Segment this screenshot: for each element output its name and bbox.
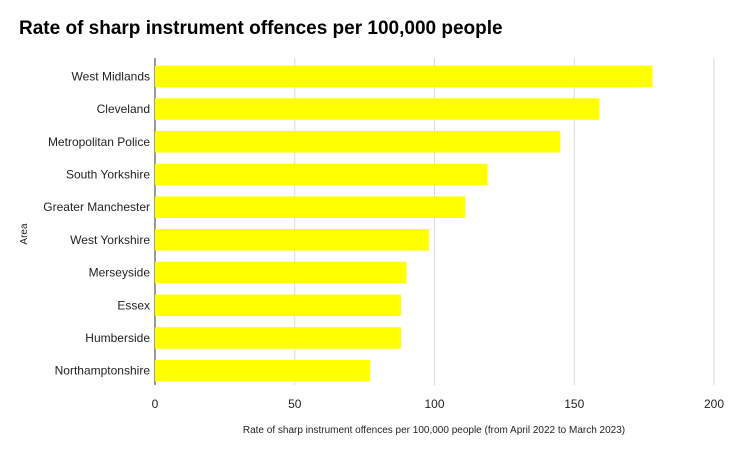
x-tick-label: 50 (288, 397, 302, 411)
category-label: Northamptonshire (55, 364, 151, 378)
bar (155, 98, 600, 120)
bar (155, 163, 488, 186)
category-labels: West Midlands Cleveland Metropolitan Polic… (43, 69, 150, 377)
category-label: Cleveland (97, 102, 150, 116)
x-tick-label: 0 (152, 397, 159, 411)
bar (155, 359, 371, 382)
bar (155, 196, 466, 218)
chart-title: Rate of sharp instrument offences per 10… (19, 18, 503, 39)
bar (155, 294, 401, 316)
category-label: Metropolitan Police (48, 135, 150, 149)
category-label: Essex (117, 298, 150, 312)
bar (155, 131, 561, 153)
category-label: West Midlands (72, 69, 150, 83)
x-tick-label: 150 (564, 397, 584, 411)
bar (155, 327, 401, 349)
category-label: South Yorkshire (66, 167, 150, 181)
x-tick-labels: 0 50 100 150 200 (152, 397, 725, 411)
y-axis-title: Area (19, 223, 30, 245)
bars (155, 65, 653, 382)
category-label: Merseyside (89, 266, 151, 280)
category-label: Humberside (85, 331, 150, 345)
bar (155, 261, 407, 284)
bar (155, 229, 429, 251)
x-tick-label: 100 (424, 397, 444, 411)
bar (155, 65, 653, 88)
category-label: West Yorkshire (70, 233, 150, 247)
x-axis-title: Rate of sharp instrument offences per 10… (243, 425, 625, 436)
category-label: Greater Manchester (43, 200, 150, 214)
x-tick-label: 200 (704, 397, 724, 411)
